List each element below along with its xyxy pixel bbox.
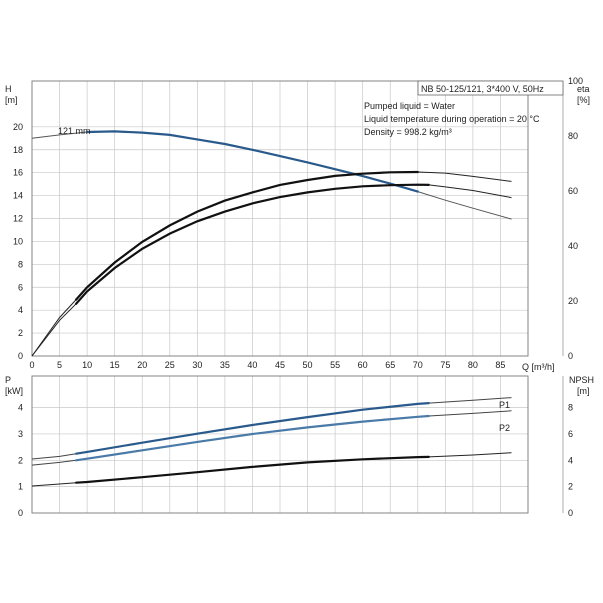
p-tick-label: 0 [18,508,23,518]
npsh-tick-label: 8 [568,403,573,413]
h-tick-label: 10 [13,236,23,246]
grid-layer [32,81,528,513]
x-tick-label: 50 [303,360,313,370]
top-series-2-operating-range [75,170,419,301]
h-tick-label: 12 [13,214,23,224]
x-tick-label: 10 [82,360,92,370]
h-tick-label: 14 [13,191,23,201]
top-series-1-operating-range [75,183,430,305]
top-plot-frame [31,80,529,357]
pump-title: NB 50-125/121, 3*400 V, 50Hz [421,84,544,94]
bottom-series-1-operating-range [75,414,430,462]
npsh-tick-label: 4 [568,455,573,465]
info-liquid-temperature: Liquid temperature during operation = 20… [364,114,540,124]
p2-label: P2 [499,423,510,433]
x-tick-label: 20 [137,360,147,370]
eta-tick-label: 40 [568,241,578,251]
npsh-axis-name: NPSH [569,375,594,385]
x-tick-label: 15 [110,360,120,370]
h-tick-label: 0 [18,351,23,361]
eta-tick-label: 80 [568,131,578,141]
impeller-label: 121 mm [58,126,91,136]
p-tick-label: 4 [18,403,23,413]
h-tick-label: 6 [18,282,23,292]
eta-axis-name: eta [577,84,590,94]
x-tick-label: 30 [192,360,202,370]
info-density: Density = 998.2 kg/m³ [364,127,452,137]
top-series-1-line [31,184,512,357]
x-tick-label: 55 [330,360,340,370]
p1-label: P1 [499,400,510,410]
x-tick-label: 35 [220,360,230,370]
p-axis-name: P [5,375,11,385]
h-tick-label: 4 [18,305,23,315]
h-axis-unit: [m] [5,95,18,105]
bottom-series-0-operating-range [75,402,430,455]
eta-tick-label: 20 [568,296,578,306]
top-series-0-operating-range [86,130,419,193]
h-tick-label: 2 [18,328,23,338]
eta-tick-label: 0 [568,351,573,361]
x-tick-label: 5 [57,360,62,370]
x-tick-label: 70 [413,360,423,370]
eta-tick-label: 100 [568,76,583,86]
p-axis-unit: [kW] [5,386,23,396]
title-box [417,80,564,96]
x-tick-label: 80 [468,360,478,370]
npsh-tick-label: 2 [568,482,573,492]
h-tick-label: 18 [13,145,23,155]
h-axis-name: H [5,84,12,94]
x-tick-label: 40 [247,360,257,370]
p-tick-label: 3 [18,429,23,439]
x-tick-label: 0 [29,360,34,370]
x-tick-label: 60 [358,360,368,370]
npsh-tick-label: 0 [568,508,573,518]
curve-layer [31,130,512,487]
frame-layer [31,80,564,514]
x-tick-label: 25 [165,360,175,370]
npsh-axis-unit: [m] [577,386,590,396]
p-tick-label: 2 [18,455,23,465]
h-tick-label: 8 [18,259,23,269]
info-pumped-liquid: Pumped liquid = Water [364,101,455,111]
top-series-0-line [31,130,512,220]
npsh-tick-label: 6 [568,429,573,439]
bottom-series-2-operating-range [75,455,430,484]
x-tick-label: 85 [495,360,505,370]
bottom-plot-frame [31,375,529,514]
h-tick-label: 20 [13,122,23,132]
x-tick-label: 75 [440,360,450,370]
eta-tick-label: 60 [568,186,578,196]
q-axis-label: Q [m³/h] [522,362,555,372]
p-tick-label: 1 [18,482,23,492]
eta-axis-unit: [%] [577,95,590,105]
x-tick-label: 45 [275,360,285,370]
tick-layer: 0 5 10 15 20 25 30 35 40 45 50 55 60 65 70 75 80 85024681… [13,76,583,518]
h-tick-label: 16 [13,168,23,178]
x-tick-label: 65 [385,360,395,370]
